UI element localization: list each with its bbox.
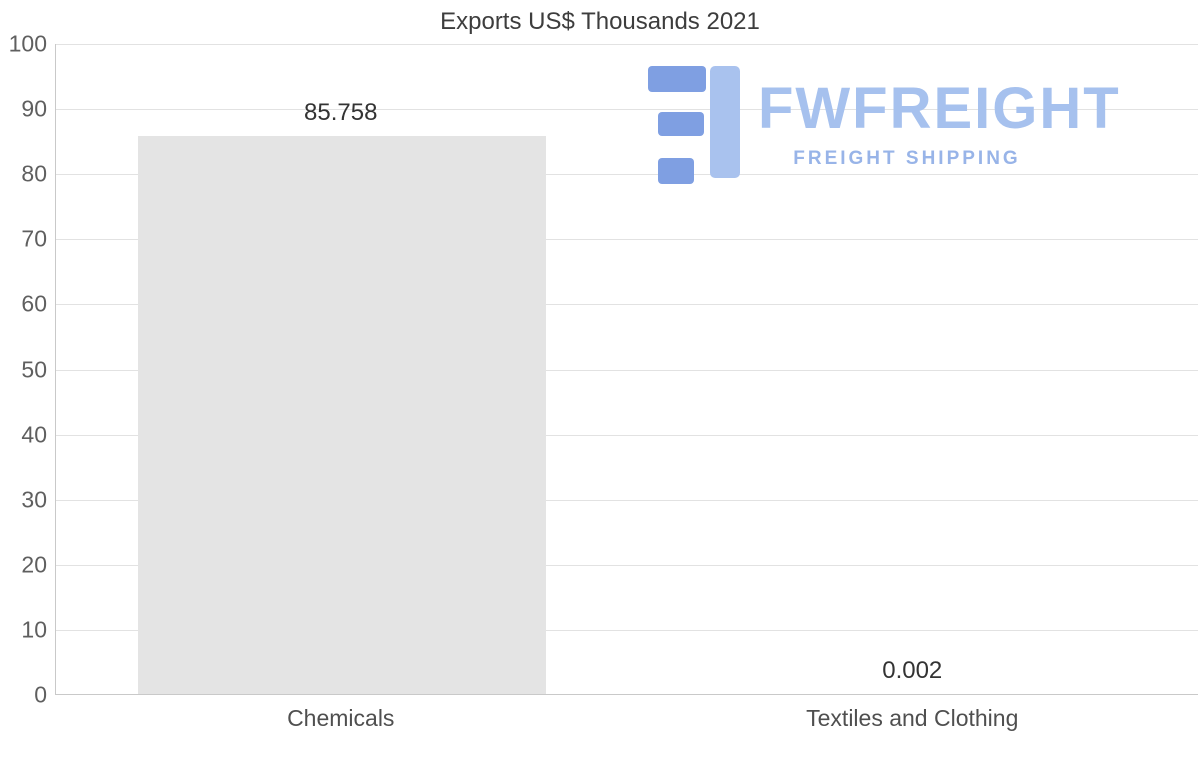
- y-tick-label: 30: [21, 486, 47, 513]
- y-tick-label: 90: [21, 95, 47, 122]
- chart-title: Exports US$ Thousands 2021: [440, 8, 760, 35]
- y-tick-label: 60: [21, 290, 47, 317]
- y-tick-label: 70: [21, 225, 47, 252]
- x-axis-label-chemicals: Chemicals: [287, 705, 395, 731]
- y-tick-label: 100: [8, 30, 47, 57]
- x-axis-label-textiles-and-clothing: Textiles and Clothing: [806, 705, 1019, 731]
- y-tick-label: 80: [21, 160, 47, 187]
- gridline: [56, 564, 1198, 566]
- value-label-chemicals: 85.758: [304, 98, 378, 126]
- gridline: [56, 434, 1198, 436]
- y-tick-label: 0: [34, 681, 47, 708]
- gridline: [56, 369, 1198, 371]
- gridline: [56, 239, 1198, 241]
- y-tick-label: 50: [21, 356, 47, 382]
- gridline: [56, 499, 1198, 501]
- gridline: [56, 109, 1198, 111]
- gridline: [56, 304, 1198, 306]
- gridline: [56, 174, 1198, 176]
- bar-chemicals[interactable]: [137, 135, 546, 694]
- plot-area: [55, 44, 1198, 695]
- value-label-textiles-and-clothing: 0.002: [882, 656, 943, 684]
- gridline: [56, 629, 1198, 631]
- y-tick-label: 10: [21, 616, 47, 643]
- y-tick-label: 40: [21, 421, 47, 448]
- gridline: [56, 44, 1198, 45]
- y-tick-label: 20: [21, 551, 47, 578]
